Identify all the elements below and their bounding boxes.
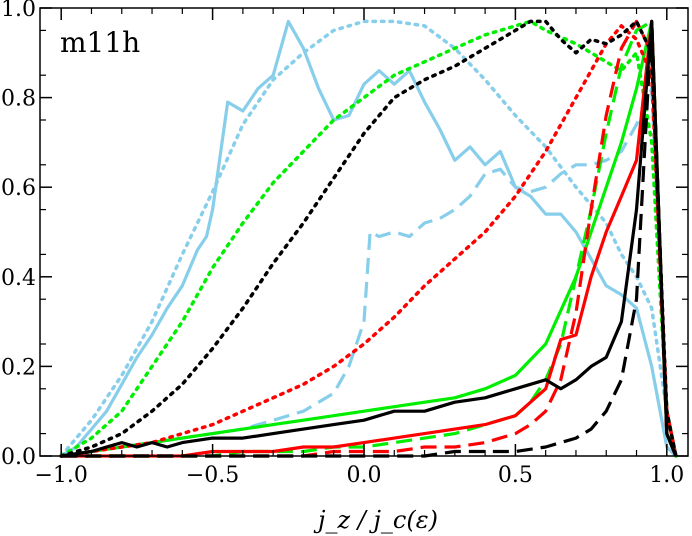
series-line-skyblue-solid [60,19,678,458]
series-line-skyblue-dotted [59,19,678,458]
axis-ticks: −1.0 −0.5 0.0 0.5 1.0 0.0 0.2 0.4 0.6 0.8 1.0 [1,0,688,488]
x-tick-label: −0.5 [186,463,239,488]
series-line-black-dotted [59,19,678,458]
series-line-green-dotted [59,19,678,458]
x-tick-label: 1.0 [649,463,684,488]
series-line-green-solid [60,19,678,458]
y-tick-label: 0.0 [1,445,36,470]
series-line-red-dotted [59,24,678,458]
chart-title: m11h [60,26,140,59]
y-tick-label: 1.0 [1,0,36,22]
y-tick-label: 0.8 [1,87,36,112]
series-line-black-solid [60,19,678,458]
series-group [59,19,678,458]
y-tick-label: 0.4 [1,266,36,291]
y-tick-label: 0.6 [1,176,36,201]
x-tick-label: 0.5 [498,463,533,488]
y-tick-label: 0.2 [1,355,36,380]
x-tick-label: −1.0 [34,463,87,488]
series-line-skyblue-dashed [60,86,678,458]
x-tick-label: 0.0 [347,463,382,488]
x-axis-label: j_z / j_c(ε) [313,506,438,534]
